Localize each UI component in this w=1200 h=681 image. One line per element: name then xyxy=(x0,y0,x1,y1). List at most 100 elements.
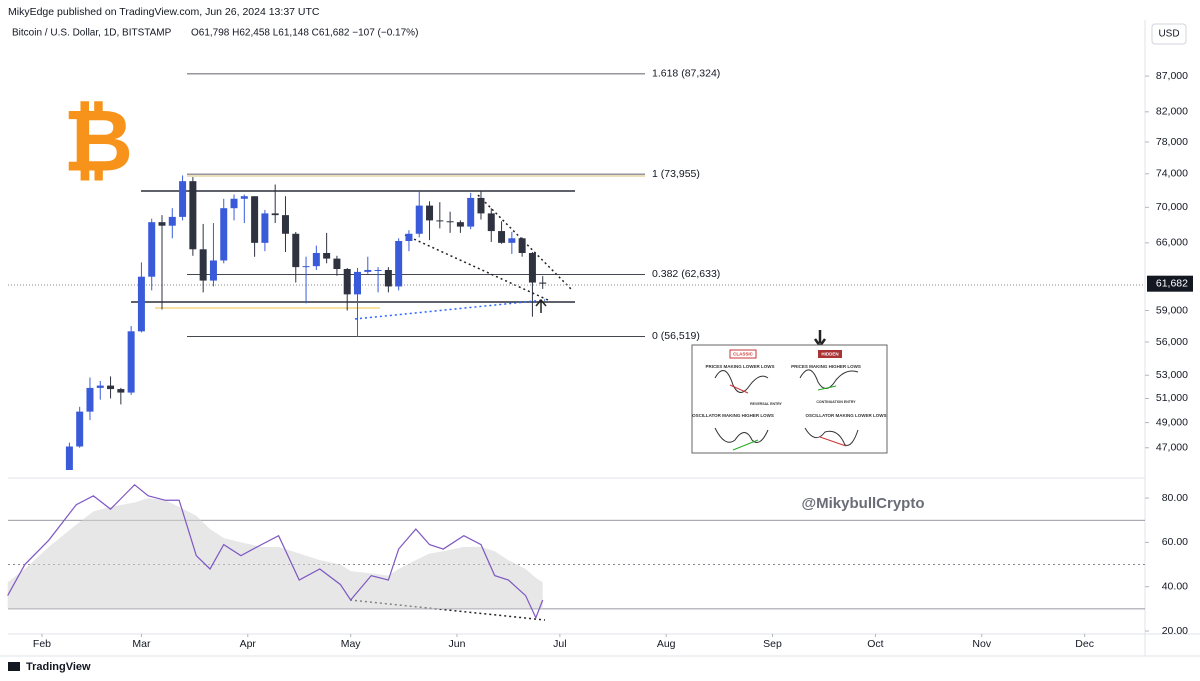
x-tick-label: Feb xyxy=(33,638,51,650)
x-tick-label: Dec xyxy=(1075,638,1094,650)
y-tick-label: 56,000 xyxy=(1156,336,1188,348)
candle-body xyxy=(148,222,156,277)
candle-body xyxy=(240,196,248,199)
candle-body xyxy=(302,266,310,268)
candle-body xyxy=(539,282,547,284)
candle-body xyxy=(384,269,392,287)
candle-body xyxy=(292,233,300,268)
inset-tag xyxy=(818,350,842,358)
candle-body xyxy=(220,208,228,261)
inset-text: HIDDEN xyxy=(821,352,838,357)
y-tick-label: 51,000 xyxy=(1156,392,1188,404)
y-tick-label: 74,000 xyxy=(1156,168,1188,180)
candle-body xyxy=(271,213,279,216)
rsi-line xyxy=(7,483,544,620)
currency-box[interactable] xyxy=(1151,23,1187,45)
candle-body xyxy=(127,331,135,393)
footer: TradingView xyxy=(26,661,91,673)
candle-body xyxy=(312,252,320,267)
candle-body xyxy=(374,269,382,271)
y-tick-label: 70,000 xyxy=(1156,201,1188,213)
inset-text: REVERSAL ENTRY xyxy=(750,402,782,406)
footer-logo xyxy=(8,662,20,671)
x-tick-label: Aug xyxy=(657,638,676,650)
candle-body xyxy=(395,241,403,287)
trendline xyxy=(354,299,546,320)
candle-body xyxy=(209,260,217,281)
y-tick-label: 78,000 xyxy=(1156,136,1188,148)
rsi-tick-label: 20.00 xyxy=(1162,625,1188,637)
inset-line xyxy=(729,384,749,394)
candle-body xyxy=(168,216,176,226)
candle-body xyxy=(498,231,506,243)
currency: USD xyxy=(1158,29,1179,40)
candle-body xyxy=(230,198,238,209)
candle-body xyxy=(107,385,115,390)
candle-body xyxy=(426,205,434,221)
x-tick-label: Nov xyxy=(972,638,991,650)
candle-body xyxy=(137,276,145,332)
fib-label: 1 (73,955) xyxy=(652,168,700,180)
x-tick-label: Oct xyxy=(867,638,883,650)
candle-body xyxy=(251,196,259,243)
fib-label: 1.618 (87,324) xyxy=(652,68,720,80)
candle-body xyxy=(323,252,331,259)
inset-text: PRICES MAKING HIGHER LOWS xyxy=(791,364,861,369)
candle-body xyxy=(508,238,516,243)
trendline xyxy=(404,234,549,301)
fib-label: 0.382 (62,633) xyxy=(652,268,720,280)
inset-text: PRICES MAKING LOWER LOWS xyxy=(706,364,775,369)
candle-body xyxy=(76,411,84,447)
candle-body xyxy=(189,181,197,250)
candle-body xyxy=(354,271,362,295)
candle-body xyxy=(436,220,444,222)
inset-text: CONTINUATION ENTRY xyxy=(816,400,856,404)
publisher: MikyEdge published on TradingView.com, J… xyxy=(8,6,320,18)
ohlc-legend: O61,798 H62,458 L61,148 C61,682 −107 (−0… xyxy=(191,28,418,39)
rsi-tick-label: 40.00 xyxy=(1162,580,1188,592)
arrow xyxy=(813,330,827,349)
fib-label: 0 (56,519) xyxy=(652,330,700,342)
candle-body xyxy=(96,385,104,388)
y-tick-label: 49,000 xyxy=(1156,416,1188,428)
inset-line xyxy=(819,436,847,447)
candle-body xyxy=(364,269,372,272)
rsi-tick-label: 60.00 xyxy=(1162,536,1188,548)
x-tick-label: Jul xyxy=(553,638,566,650)
candle-body xyxy=(199,249,207,281)
y-tick-label: 53,000 xyxy=(1156,369,1188,381)
x-tick-label: Sep xyxy=(763,638,782,650)
candle-body xyxy=(343,269,351,295)
x-tick-label: May xyxy=(341,638,362,650)
candle-body xyxy=(281,215,289,234)
candle-body xyxy=(158,222,166,226)
inset-curve xyxy=(714,427,769,443)
x-tick-label: Apr xyxy=(240,638,257,650)
candle-body xyxy=(65,446,73,470)
rsi-tick-label: 80.00 xyxy=(1162,492,1188,504)
x-tick-label: Mar xyxy=(132,638,151,650)
candle-body xyxy=(415,205,423,234)
watermark: @MikybullCrypto xyxy=(802,495,925,512)
candle-body xyxy=(528,252,536,283)
candle-body xyxy=(405,233,413,242)
candle-body xyxy=(179,181,187,217)
inset-text: OSCILLATOR MAKING HIGHER LOWS xyxy=(692,413,774,418)
inset-frame xyxy=(691,344,888,454)
candle-body xyxy=(333,258,341,270)
inset: CLASSIC HIDDEN PRICES MAKING LOWER LOWS … xyxy=(691,344,888,454)
bitcoin-logo: ₿ xyxy=(63,94,133,190)
last-price-box xyxy=(1147,275,1193,292)
candle-body xyxy=(456,222,464,227)
last-price-label: 61,682 xyxy=(1156,277,1188,289)
inset-line xyxy=(817,385,837,391)
candle-body xyxy=(467,197,475,227)
candle-body xyxy=(86,387,94,412)
inset-line xyxy=(732,439,759,451)
inset-text: CLASSIC xyxy=(733,352,754,357)
arrow xyxy=(535,298,547,313)
symbol-title: Bitcoin / U.S. Dollar, 1D, BITSTAMP xyxy=(12,28,172,39)
candle-body xyxy=(477,197,485,214)
y-tick-label: 59,000 xyxy=(1156,304,1188,316)
